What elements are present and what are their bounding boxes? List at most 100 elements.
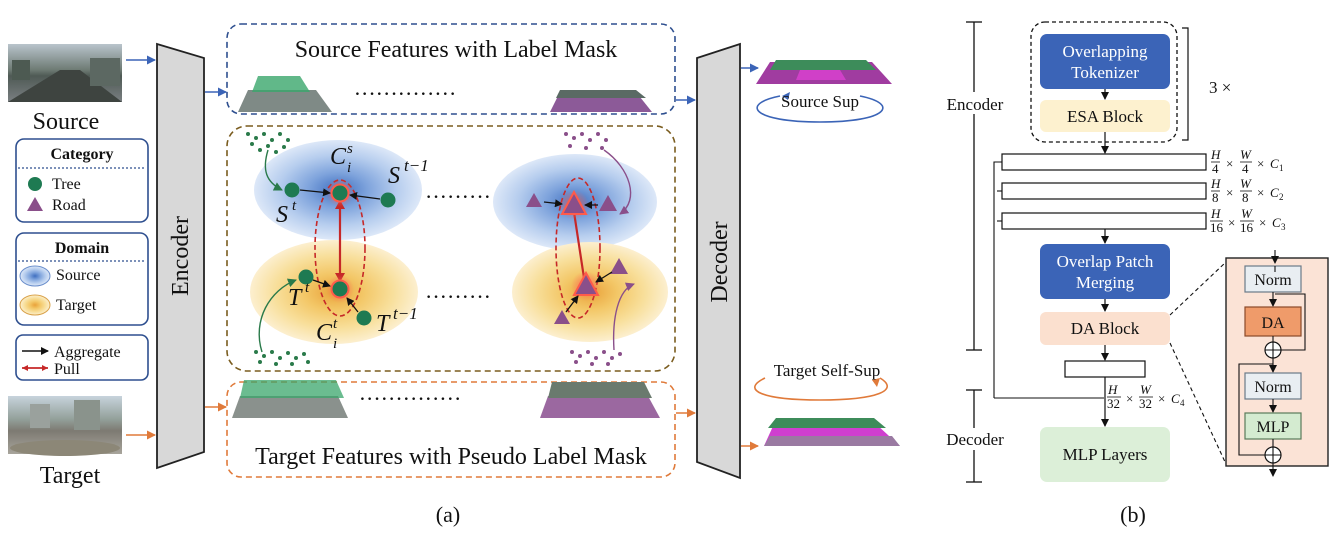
source-features-title: Source Features with Label Mask [295,37,618,63]
overlap-patch-merging-line1: Overlap Patch [1057,252,1154,271]
source-features-box [226,23,676,115]
label-st: S [276,202,288,228]
category-legend-tree: Tree [52,176,81,193]
label-t-prev-sup: t−1 [393,304,418,323]
road-feature-scatter [564,132,622,366]
pull-ellipse-left [314,179,366,317]
overlapping-tokenizer-block [1040,34,1170,89]
feature-map-4 [1064,360,1146,378]
svg-text:×: × [1257,156,1264,171]
label-cs-sup: s [347,141,353,157]
svg-text:32: 32 [1139,396,1152,411]
svg-text:C: C [1270,156,1279,171]
target-domain-icon [19,294,51,316]
decoder-label: Decoder [707,221,733,302]
label-ct-sup: t [333,316,338,332]
detail-norm-2-label: Norm [1254,379,1292,396]
source-sup-label: Source Sup [781,92,859,111]
svg-text:8: 8 [1242,190,1249,205]
svg-text:×: × [1126,391,1133,406]
svg-text:C: C [1272,215,1281,230]
target-feature-map-1 [232,380,348,418]
svg-text:H: H [1107,382,1118,397]
label-st-sup: t [292,198,297,214]
source-tree-point [284,182,300,198]
da-block-label: DA Block [1071,319,1140,338]
da-block [1040,312,1170,345]
target-centroid-tree [330,279,350,299]
overlapping-tokenizer-line2: Tokenizer [1071,63,1139,82]
arrow-legend-aggregate: Aggregate [54,344,121,361]
label-cs-sub: i [347,160,351,176]
detail-norm-1 [1244,265,1302,293]
caption-a: (a) [436,502,460,527]
label-tt-sup: t [305,280,310,296]
svg-text:·········: ········· [425,284,491,309]
label-s-prev-sup: t−1 [404,156,429,175]
target-prediction-map [764,418,900,446]
target-image [8,396,122,456]
source-prev-tree-point [380,192,396,208]
mlp-layers-label: MLP Layers [1063,445,1148,464]
math-labels: C s i S t−1 S t T t C t i T t−1 [276,141,429,352]
domain-legend-title: Domain [55,240,109,257]
feature-map-1 [1001,153,1207,171]
svg-text:×: × [1228,215,1235,230]
overlap-patch-merging-line2: Merging [1076,273,1135,292]
source-prediction-map [756,60,892,84]
svg-text:W: W [1240,147,1252,162]
detail-norm-2 [1244,372,1302,400]
encoder-label: Encoder [168,216,194,296]
target-features-box [226,381,676,478]
decoder-label-b: Decoder [946,430,1004,449]
label-ct-sub: i [333,336,337,352]
svg-text:×: × [1259,215,1266,230]
category-legend: Category Tree Road [15,138,149,223]
source-feature-map-2 [550,90,652,112]
tree-icon [28,177,42,191]
svg-text:×: × [1226,185,1233,200]
target-selfsup-loop [754,377,888,401]
domain-legend: Domain Source Target [15,232,149,326]
svg-text:×: × [1158,391,1165,406]
dim-label-1: H 4 × W 4 × C 1 [1210,147,1284,176]
target-features-title: Target Features with Pseudo Label Mask [255,444,647,470]
label-tt: T [288,285,303,311]
mlp-layers-block [1040,427,1170,482]
svg-text:4: 4 [1212,161,1219,176]
repeat-group-box [1030,21,1178,143]
svg-text:16: 16 [1240,220,1254,235]
pull-line-right [572,211,586,279]
source-image [8,44,122,102]
svg-text:16: 16 [1210,220,1224,235]
domain-legend-target: Target [56,297,97,314]
esa-block-label: ESA Block [1067,107,1144,126]
source-sup-loop [756,95,884,123]
svg-text:4: 4 [1180,398,1185,408]
caption-b: (b) [1120,502,1146,527]
svg-text:H: H [1210,147,1221,162]
svg-text:3: 3 [1281,222,1286,232]
target-label: Target [40,463,101,489]
svg-text:·········: ········· [425,184,491,209]
tree-feature-scatter [246,132,310,366]
svg-text:32: 32 [1107,396,1120,411]
arrow-legend-pull: Pull [54,361,80,378]
source-prev-road-point [599,195,617,211]
svg-text:8: 8 [1212,190,1219,205]
encoder-bracket [966,21,982,351]
svg-text:C: C [1171,391,1180,406]
feature-map-stack [993,153,1207,399]
decoder-block [696,42,741,480]
svg-text:×: × [1257,185,1264,200]
label-s-prev: S [388,163,400,189]
overlapping-tokenizer-line1: Overlapping [1063,42,1148,61]
source-centroid-tree [330,183,350,203]
pull-ellipse-right [555,177,601,319]
svg-text:H: H [1210,176,1221,191]
svg-text:C: C [1270,185,1279,200]
source-centroid-road [560,189,588,215]
encoder-label-b: Encoder [947,95,1004,114]
svg-text:2: 2 [1279,192,1284,202]
svg-text:4: 4 [1242,161,1249,176]
